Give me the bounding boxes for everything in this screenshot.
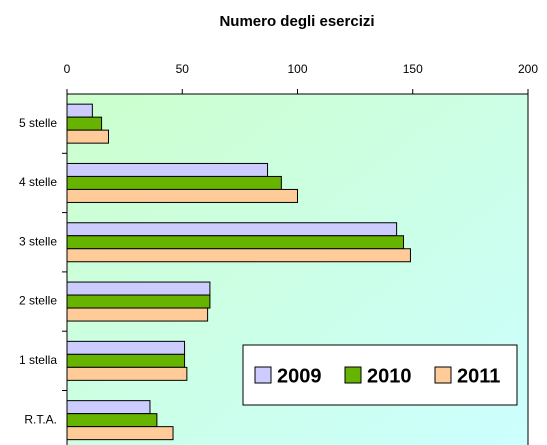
bar <box>66 235 405 250</box>
legend-label: 2011 <box>457 365 500 387</box>
bar <box>66 340 186 355</box>
y-tick-label: R.T.A. <box>24 412 57 426</box>
bar <box>66 413 158 428</box>
bar <box>66 116 103 131</box>
y-tick-label: 2 stelle <box>19 294 57 308</box>
x-tick-label: 0 <box>64 62 71 76</box>
legend-swatch <box>254 366 272 384</box>
y-tick-label: 4 stelle <box>19 175 57 189</box>
legend-label: 2009 <box>277 365 322 387</box>
legend-label: 2010 <box>367 365 412 387</box>
legend-swatch <box>434 366 452 384</box>
chart-title: Numero degli esercizi <box>219 13 374 30</box>
bar <box>66 426 174 441</box>
bar <box>66 366 188 381</box>
bar <box>66 400 151 415</box>
x-tick-label: 100 <box>287 62 307 76</box>
legend-swatch <box>344 366 362 384</box>
bar <box>66 188 298 203</box>
x-tick-label: 50 <box>176 62 190 76</box>
y-tick-label: 5 stelle <box>19 116 57 130</box>
bar <box>66 294 211 309</box>
bar <box>66 248 411 263</box>
bar <box>66 162 269 177</box>
x-tick-label: 150 <box>403 62 423 76</box>
y-tick-label: 3 stelle <box>19 234 57 248</box>
bar <box>66 129 109 144</box>
bar <box>66 281 211 296</box>
x-tick-label: 200 <box>518 62 538 76</box>
bar <box>66 222 398 237</box>
legend <box>242 344 518 406</box>
bar <box>66 103 93 118</box>
bar <box>66 307 209 322</box>
bar <box>66 353 186 368</box>
y-tick-label: 1 stella <box>19 353 57 367</box>
bar <box>66 175 282 190</box>
